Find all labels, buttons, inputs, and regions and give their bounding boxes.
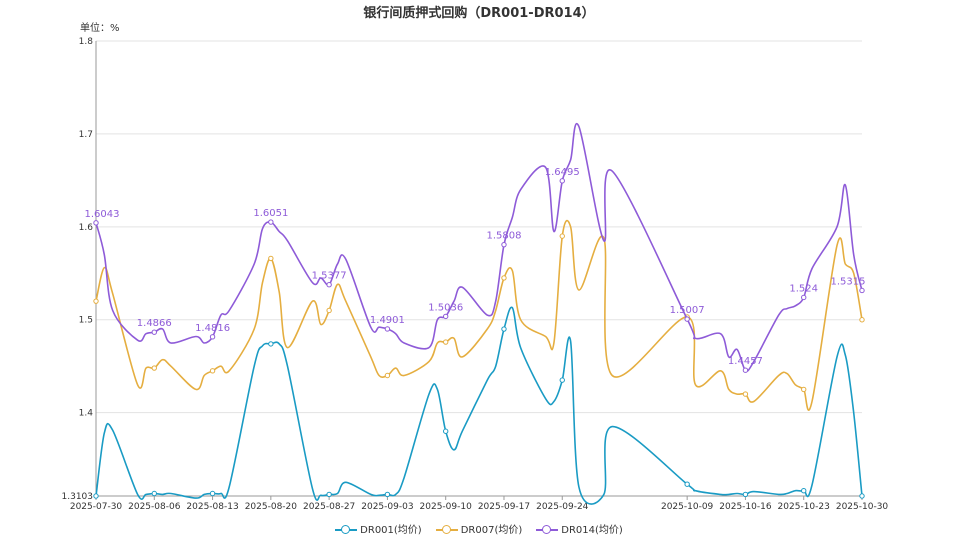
legend-label: DR014(均价)	[561, 525, 623, 536]
data-point	[93, 298, 99, 304]
data-label: 1.4866	[137, 318, 172, 329]
x-tick-label: 2025-09-24	[536, 502, 589, 512]
data-label: 1.6495	[545, 167, 580, 178]
data-point	[501, 241, 507, 248]
data-label: 1.4457	[728, 356, 763, 367]
data-point	[859, 287, 865, 294]
legend-label: DR007(均价)	[460, 525, 523, 536]
data-point	[442, 428, 449, 434]
data-point	[151, 329, 157, 335]
data-point	[326, 491, 332, 498]
legend: DR001(均价) DR007(均价) DR014(均价)	[0, 521, 958, 536]
x-tick-label: 2025-10-16	[719, 502, 772, 512]
data-point	[384, 326, 391, 332]
y-tick-label: 1.4	[79, 409, 94, 419]
x-tick-label: 2025-10-09	[661, 502, 714, 512]
x-tick-label: 2025-07-30	[70, 502, 123, 512]
legend-item-3[interactable]: DR014(均价)	[536, 521, 623, 536]
data-point	[559, 178, 565, 184]
y-tick-label: 1.6	[79, 223, 94, 233]
data-point	[268, 255, 274, 262]
y-tick-label: 1.8	[79, 37, 94, 47]
x-tick-label: 2025-08-06	[128, 502, 181, 512]
y-tick-label: 1.3103	[62, 492, 94, 502]
data-label: 1.524	[789, 283, 818, 294]
chart-title: 银行间质押式回购（DR001-DR014）	[363, 6, 595, 21]
data-point	[859, 317, 865, 323]
data-label: 1.5315	[831, 276, 866, 287]
data-point	[559, 377, 565, 383]
x-tick-label: 2025-09-10	[420, 502, 473, 512]
data-point	[151, 490, 157, 497]
data-point	[151, 365, 157, 371]
x-tick-label: 2025-08-27	[303, 502, 355, 512]
data-point	[209, 368, 216, 374]
x-tick-label: 2025-10-30	[836, 502, 889, 512]
data-label: 1.6043	[85, 209, 120, 220]
data-point	[501, 326, 507, 332]
data-point	[859, 493, 865, 499]
data-point	[801, 488, 807, 494]
data-point	[384, 372, 391, 379]
data-point	[501, 275, 507, 281]
data-point	[326, 282, 332, 288]
x-tick-label: 2025-09-17	[478, 502, 530, 512]
data-point	[442, 313, 449, 320]
legend-item-1[interactable]: DR001(均价)	[335, 521, 422, 536]
data-point	[742, 491, 749, 498]
data-point	[384, 491, 391, 498]
legend-label: DR001(均价)	[360, 525, 422, 536]
data-label: 1.4816	[195, 323, 230, 334]
data-label: 1.5007	[670, 305, 705, 316]
y-tick-label: 1.5	[79, 316, 93, 326]
data-point	[742, 367, 749, 373]
series-line-3	[95, 122, 863, 372]
data-label: 1.5808	[486, 231, 521, 242]
data-label: 1.6051	[253, 208, 288, 219]
x-tick-label: 2025-09-03	[361, 502, 413, 512]
data-point	[93, 220, 99, 226]
data-point	[442, 339, 449, 345]
data-label: 1.5377	[312, 271, 347, 282]
data-label: 1.4901	[370, 315, 405, 326]
x-tick-label: 2025-08-13	[186, 502, 238, 512]
unit-label: 单位：%	[80, 23, 120, 34]
data-label: 1.5036	[428, 302, 463, 313]
legend-item-2[interactable]: DR007(均价)	[435, 521, 523, 536]
x-tick-label: 2025-10-23	[778, 502, 830, 512]
data-point	[801, 386, 807, 393]
data-point	[684, 481, 690, 487]
x-tick-label: 2025-08-20	[245, 502, 298, 512]
data-point	[742, 391, 749, 397]
data-point	[268, 341, 274, 347]
data-point	[559, 233, 565, 239]
data-point	[326, 307, 332, 314]
legend-line-circle-icon	[435, 524, 458, 534]
data-point	[801, 294, 807, 301]
series-line-2	[95, 219, 863, 411]
legend-line-circle-icon	[335, 524, 358, 534]
y-tick-label: 1.7	[79, 130, 93, 140]
legend-line-circle-icon	[536, 524, 559, 534]
data-point	[684, 316, 690, 322]
data-point	[209, 334, 216, 340]
data-point	[209, 490, 216, 497]
data-point	[93, 493, 99, 499]
data-point	[268, 219, 274, 225]
